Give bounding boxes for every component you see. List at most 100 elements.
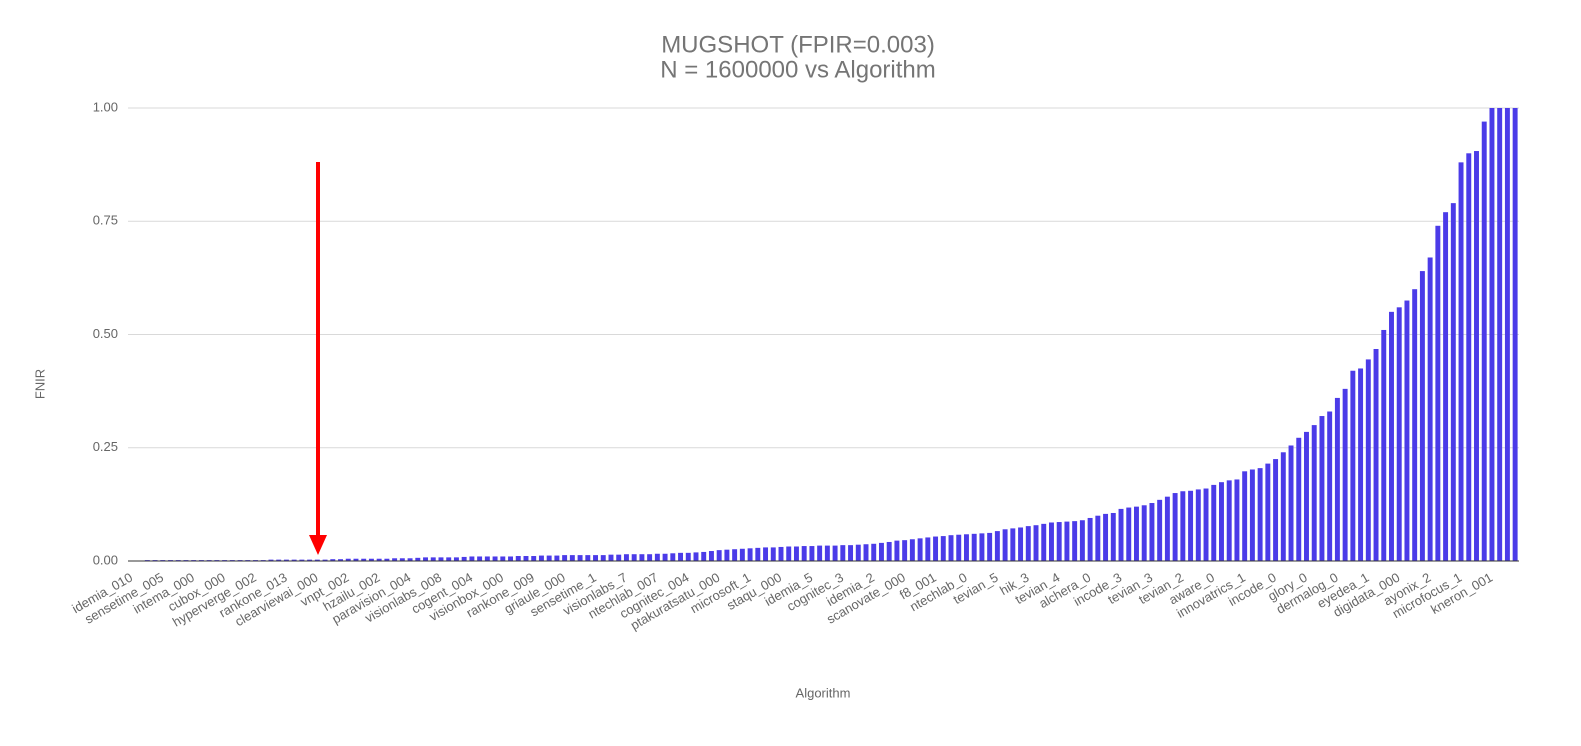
bar <box>1481 121 1487 561</box>
bar <box>1157 499 1163 561</box>
bar <box>423 557 428 561</box>
bar <box>531 556 537 561</box>
bar <box>1234 479 1240 561</box>
bar <box>933 536 939 561</box>
bar <box>1327 411 1333 561</box>
bar <box>430 557 436 561</box>
bar <box>415 557 421 561</box>
chart-title: MUGSHOT (FPIR=0.003) <box>661 31 935 58</box>
bar <box>739 548 745 561</box>
y-tick-label: 0.25 <box>93 439 118 454</box>
bar <box>1095 515 1101 561</box>
bar <box>314 559 320 561</box>
bar <box>1404 300 1410 561</box>
bar <box>793 546 799 561</box>
bar <box>770 547 776 561</box>
bar <box>492 556 498 561</box>
bar <box>569 555 575 561</box>
bar <box>376 558 382 561</box>
bar <box>1350 370 1356 561</box>
bar <box>1396 307 1402 561</box>
bar <box>1342 388 1348 561</box>
bar <box>778 546 784 561</box>
bar <box>1056 522 1062 561</box>
bar <box>724 549 730 561</box>
bar <box>1273 459 1279 561</box>
bar <box>399 558 405 561</box>
bar <box>902 540 908 561</box>
bar <box>546 555 552 561</box>
bar <box>608 554 614 561</box>
bar <box>407 558 413 561</box>
bar <box>1149 503 1155 561</box>
bar <box>600 555 606 561</box>
bar <box>1249 469 1255 561</box>
bar <box>500 556 506 561</box>
bar <box>817 545 823 561</box>
bar <box>1319 416 1325 561</box>
bar <box>330 559 336 561</box>
bar <box>338 559 343 561</box>
bar <box>716 550 722 561</box>
bar <box>1188 490 1194 561</box>
bar <box>1219 482 1224 561</box>
bar <box>1489 108 1495 561</box>
bar <box>361 558 367 561</box>
bar <box>1048 522 1054 561</box>
bar <box>283 559 289 561</box>
bar <box>654 553 660 561</box>
bar <box>1203 488 1209 561</box>
x-axis-label: Algorithm <box>796 685 851 700</box>
bar <box>755 547 761 561</box>
bar <box>1466 153 1472 562</box>
bar <box>1126 507 1132 561</box>
bar <box>1412 289 1418 561</box>
bar <box>1010 528 1016 561</box>
bar <box>1211 484 1217 561</box>
bar <box>925 537 931 561</box>
bar <box>1419 271 1425 561</box>
bar <box>345 558 351 561</box>
bar <box>368 558 374 561</box>
bar <box>1195 489 1201 561</box>
bar <box>693 552 699 561</box>
bar <box>824 545 830 561</box>
bar <box>940 536 946 561</box>
bar <box>523 556 529 561</box>
y-tick-label: 1.00 <box>93 99 118 114</box>
bar <box>1365 359 1371 561</box>
y-axis-label: FNIR <box>32 369 47 399</box>
bar <box>1072 521 1078 561</box>
bar <box>1257 468 1263 561</box>
bar <box>554 555 560 561</box>
bar <box>1087 517 1093 561</box>
bar <box>1041 523 1047 561</box>
annotation-arrow <box>309 162 327 555</box>
bar <box>1334 397 1340 561</box>
bar <box>1172 493 1178 561</box>
bar <box>1079 520 1085 561</box>
bar <box>384 558 390 561</box>
arrow-head <box>309 535 327 555</box>
bar <box>1280 452 1286 561</box>
bar <box>1435 225 1441 561</box>
bar <box>809 546 815 561</box>
bar <box>1118 508 1124 561</box>
bar <box>1474 151 1479 561</box>
bar <box>1311 425 1317 561</box>
bar <box>948 535 954 561</box>
bar <box>732 549 738 561</box>
bar <box>871 543 877 561</box>
bar <box>1288 445 1294 561</box>
bar <box>1018 527 1024 561</box>
bar <box>508 556 513 561</box>
bar <box>477 556 483 561</box>
bar <box>1389 311 1394 561</box>
bar <box>1497 108 1503 561</box>
bar <box>276 559 282 561</box>
bar <box>299 559 305 561</box>
bar <box>453 557 459 561</box>
bar <box>1180 491 1186 561</box>
bar <box>647 554 653 561</box>
